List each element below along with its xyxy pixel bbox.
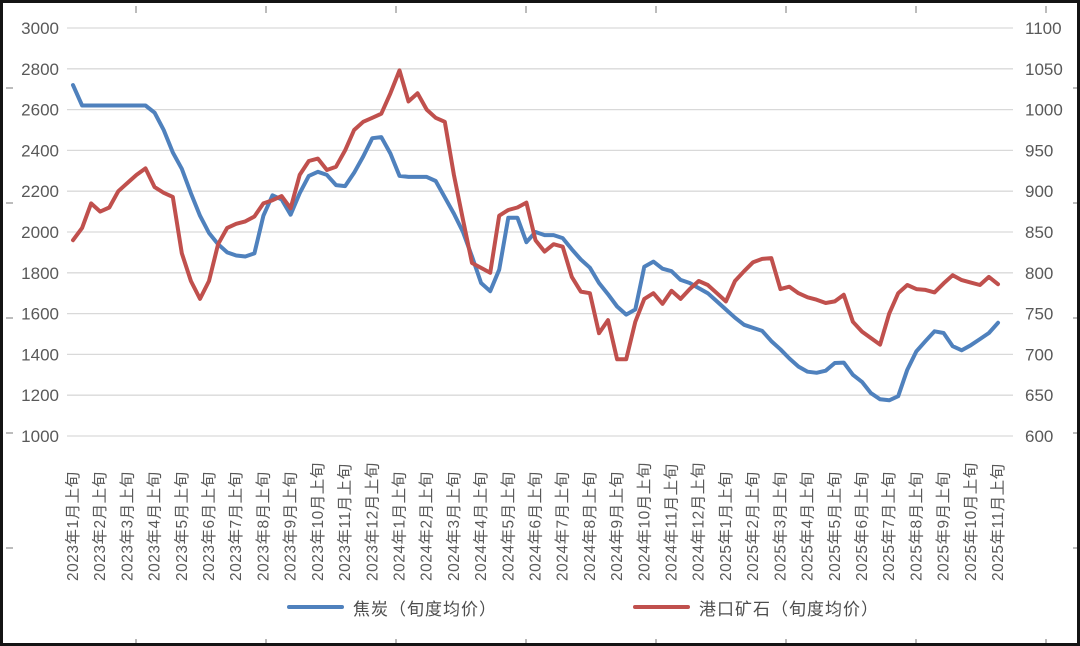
right-axis-tick-label: 650: [1025, 386, 1053, 405]
x-axis-tick-label: 2023年3月上旬: [118, 471, 136, 581]
x-axis-tick-label: 2023年4月上旬: [146, 471, 164, 581]
left-axis-tick-label: 2600: [21, 101, 59, 120]
x-axis-tick-label: 2023年1月上旬: [64, 471, 82, 581]
x-axis-tick-label: 2024年12月上旬: [690, 462, 708, 581]
x-axis-tick-label: 2023年12月上旬: [363, 462, 381, 581]
right-axis-tick-label: 850: [1025, 223, 1053, 242]
x-axis-tick-label: 2024年9月上旬: [608, 471, 626, 581]
left-axis-tick-label: 1600: [21, 305, 59, 324]
right-axis-tick-label: 800: [1025, 264, 1053, 283]
x-axis-tick-label: 2024年5月上旬: [499, 471, 517, 581]
x-axis-tick-label: 2025年4月上旬: [799, 471, 817, 581]
right-axis-tick-label: 1000: [1025, 101, 1063, 120]
x-axis-tick-label: 2023年5月上旬: [173, 471, 191, 581]
x-axis-tick-label: 2023年11月上旬: [336, 463, 354, 581]
left-axis-tick-label: 2000: [21, 223, 59, 242]
left-axis-tick-label: 3000: [21, 19, 59, 38]
right-axis-tick-label: 600: [1025, 427, 1053, 446]
legend-label-coke: 焦炭（旬度均价）: [353, 599, 497, 619]
x-axis-tick-label: 2025年5月上旬: [826, 471, 844, 581]
x-axis-tick-label: 2023年7月上旬: [227, 471, 245, 581]
x-axis-tick-label: 2025年6月上旬: [853, 471, 871, 581]
x-axis-tick-label: 2025年9月上旬: [935, 471, 953, 581]
left-axis-tick-label: 1800: [21, 264, 59, 283]
right-axis-tick-label: 950: [1025, 141, 1053, 160]
left-axis-tick-label: 1400: [21, 345, 59, 364]
x-axis-tick-label: 2023年6月上旬: [200, 471, 218, 581]
x-axis-tick-label: 2023年8月上旬: [254, 471, 272, 581]
chart-legend: 焦炭（旬度均价） 港口矿石（旬度均价）: [3, 594, 1077, 620]
x-axis-tick-label: 2024年1月上旬: [390, 471, 408, 581]
x-axis-tick-label: 2024年3月上旬: [445, 471, 463, 581]
left-axis-tick-label: 1000: [21, 427, 59, 446]
x-axis-tick-label: 2024年2月上旬: [418, 471, 436, 581]
dual-axis-line-chart: 3000 1100 2800 1050 2600 1000 2400 950 2200 900 20…: [6, 6, 1077, 643]
port-ore-series-line: [71, 68, 1000, 362]
x-axis-tick-label: 2025年2月上旬: [744, 471, 762, 581]
x-axis-tick-label: 2025年11月上旬: [989, 463, 1007, 581]
legend-item-coke: 焦炭（旬度均价）: [287, 594, 497, 620]
x-axis-tick-label: 2024年10月上旬: [635, 462, 653, 581]
right-axis-tick-label: 700: [1025, 345, 1053, 364]
legend-item-port-ore: 港口矿石（旬度均价）: [633, 594, 879, 620]
right-axis-tick-label: 1100: [1025, 19, 1062, 38]
legend-label-port-ore: 港口矿石（旬度均价）: [699, 599, 879, 619]
coke-line-swatch: [287, 605, 344, 609]
x-axis-tick-label: 2023年2月上旬: [91, 471, 109, 581]
x-axis-tick-label: 2025年1月上旬: [717, 471, 735, 581]
x-axis-tick-label: 2025年10月上旬: [962, 462, 980, 581]
x-axis-tick-label: 2024年11月上旬: [663, 463, 681, 581]
x-axis-tick-label: 2023年9月上旬: [282, 471, 300, 581]
right-axis-tick-label: 900: [1025, 182, 1053, 201]
x-axis-tick-label: 2024年7月上旬: [554, 471, 572, 581]
x-axis-tick-label: 2024年6月上旬: [527, 471, 545, 581]
left-axis-tick-label: 1200: [21, 386, 59, 405]
x-axis-tick-label: 2024年4月上旬: [472, 471, 490, 581]
x-axis-tick-label: 2025年3月上旬: [771, 471, 789, 581]
right-axis-tick-label: 750: [1025, 305, 1053, 324]
x-axis-tick-label: 2024年8月上旬: [581, 471, 599, 581]
port-ore-line-swatch: [633, 605, 690, 609]
left-axis-tick-label: 2400: [21, 141, 59, 160]
x-axis-tick-label: 2023年10月上旬: [309, 462, 327, 581]
left-axis-tick-label: 2800: [21, 60, 59, 79]
x-axis-tick-label: 2025年7月上旬: [880, 471, 898, 581]
x-axis-tick-label: 2025年8月上旬: [907, 471, 925, 581]
right-axis-tick-label: 1050: [1025, 60, 1063, 79]
left-axis-tick-label: 2200: [21, 182, 59, 201]
